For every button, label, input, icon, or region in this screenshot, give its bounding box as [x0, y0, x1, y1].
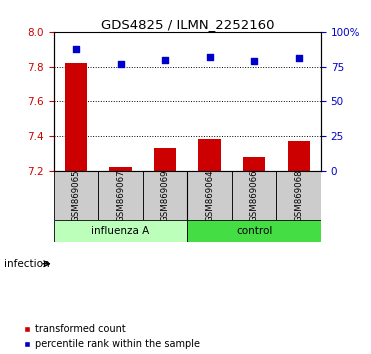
Bar — [276, 171, 321, 220]
Point — [73, 46, 79, 51]
Bar — [288, 141, 310, 171]
Text: control: control — [236, 226, 272, 236]
Point — [207, 54, 213, 60]
Text: GSM869068: GSM869068 — [294, 169, 303, 222]
Text: GSM869064: GSM869064 — [205, 169, 214, 222]
Bar — [154, 148, 176, 171]
Point — [296, 55, 302, 61]
Text: GSM869069: GSM869069 — [161, 169, 170, 222]
Bar — [65, 63, 87, 171]
Point — [118, 61, 124, 67]
Point — [162, 57, 168, 62]
Legend: transformed count, percentile rank within the sample: transformed count, percentile rank withi… — [23, 324, 200, 349]
Bar — [187, 220, 321, 242]
Text: GSM869065: GSM869065 — [72, 169, 81, 222]
Text: infection: infection — [4, 259, 49, 269]
Text: GSM869066: GSM869066 — [250, 169, 259, 222]
Bar — [143, 171, 187, 220]
Bar — [98, 171, 143, 220]
Bar — [198, 139, 221, 171]
Bar — [243, 157, 265, 171]
Bar — [54, 171, 98, 220]
Bar — [109, 167, 132, 171]
Text: influenza A: influenza A — [91, 226, 150, 236]
Bar — [232, 171, 276, 220]
Title: GDS4825 / ILMN_2252160: GDS4825 / ILMN_2252160 — [101, 18, 274, 31]
Bar — [187, 171, 232, 220]
Point — [251, 58, 257, 64]
Text: GSM869067: GSM869067 — [116, 169, 125, 222]
Bar — [54, 220, 187, 242]
